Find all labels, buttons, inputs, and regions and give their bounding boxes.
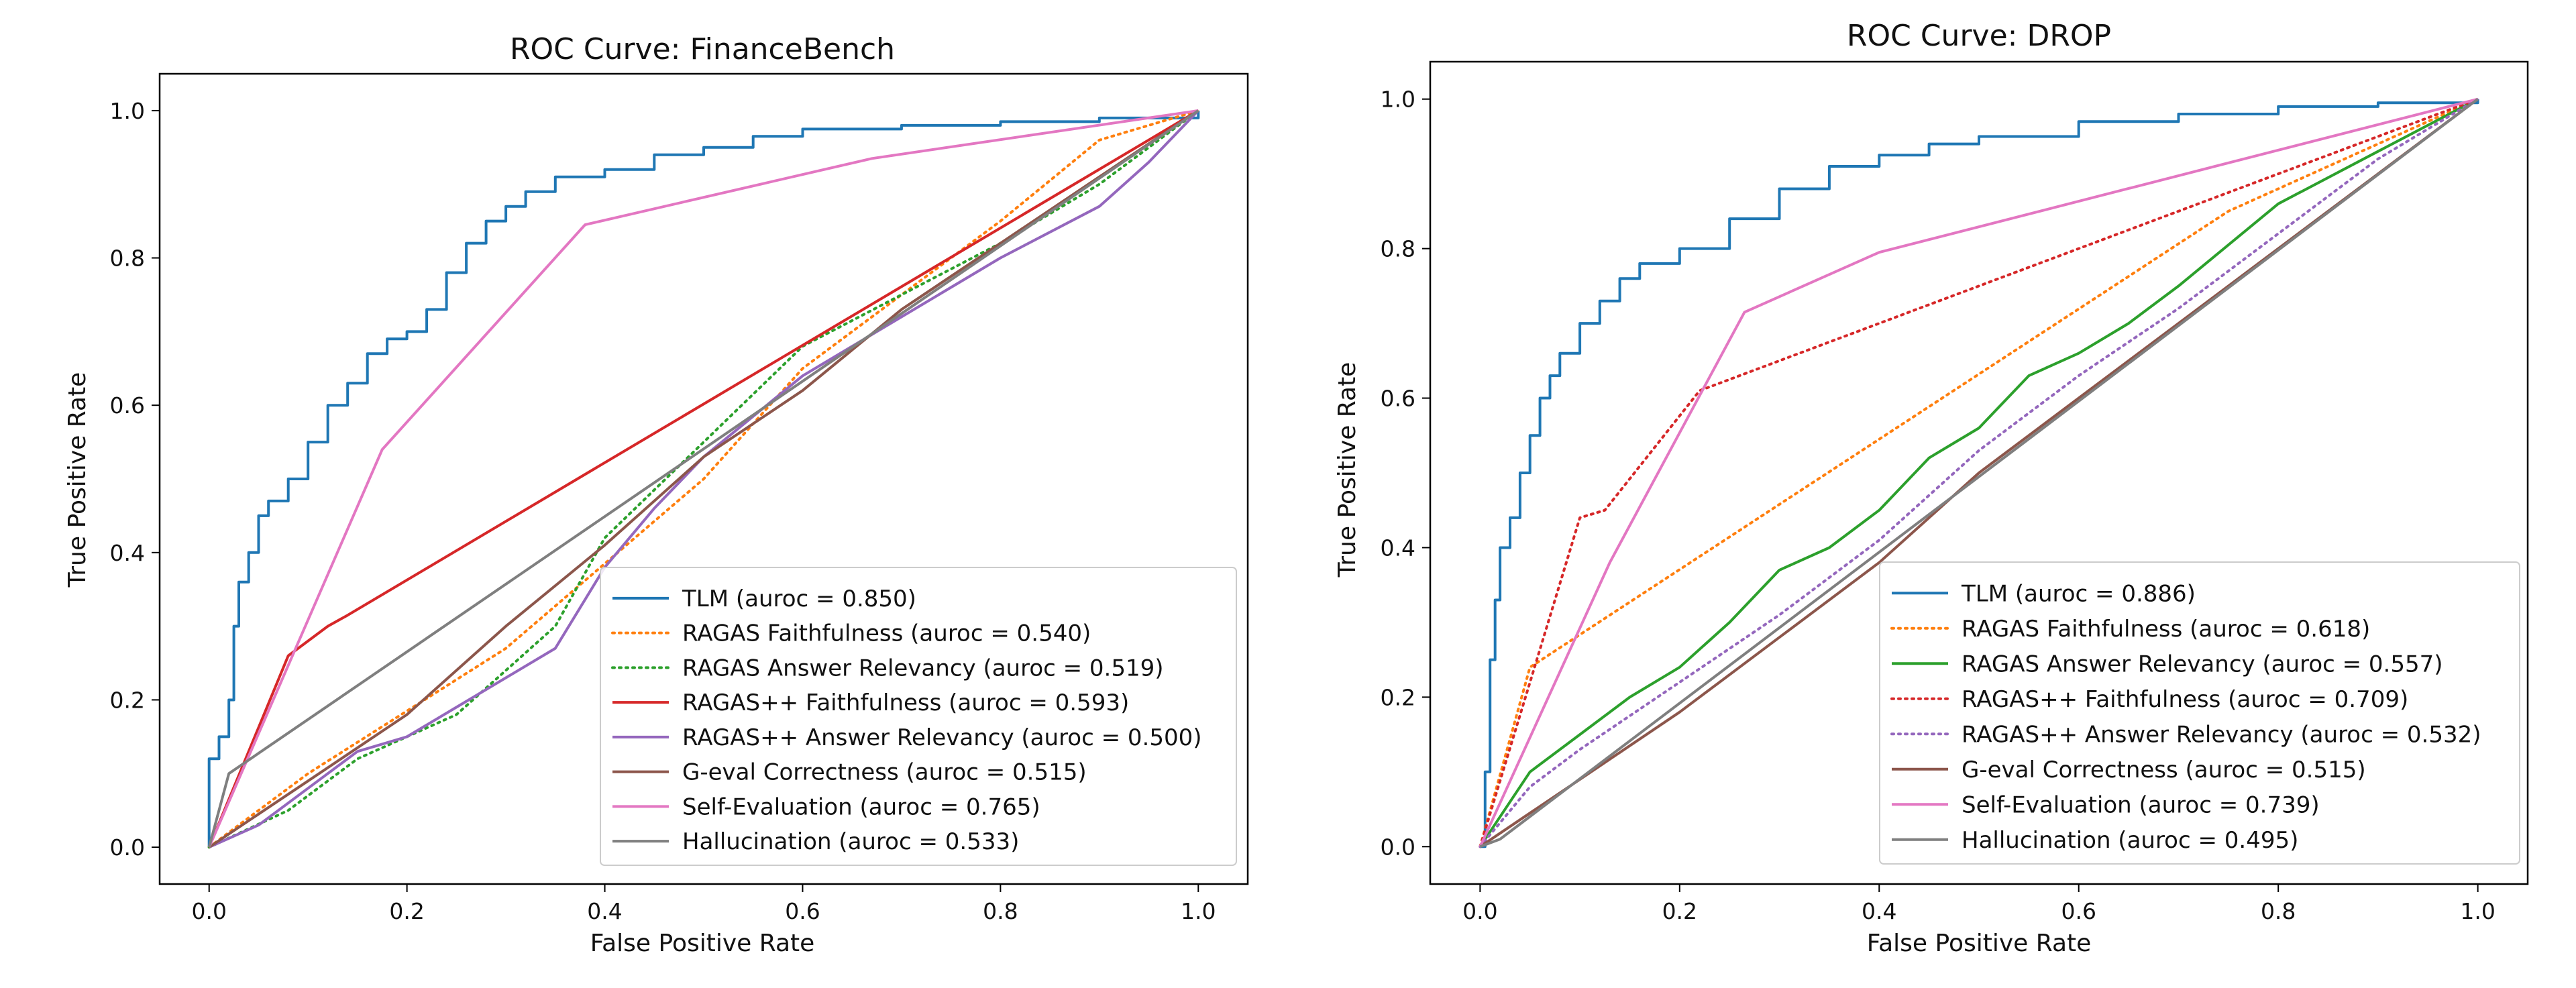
- y-tick-label: 0.8: [1381, 236, 1415, 262]
- x-axis-label: False Positive Rate: [1867, 930, 2092, 957]
- y-tick-label: 0.6: [1381, 386, 1415, 412]
- legend-label: RAGAS Answer Relevancy (auroc = 0.557): [1962, 651, 2443, 677]
- chart-title: ROC Curve: DROP: [1847, 19, 2111, 53]
- series-line: [208, 109, 1199, 848]
- x-tick-label: 0.4: [1862, 898, 1896, 924]
- y-tick-label: 0.2: [1381, 684, 1415, 710]
- y-tick-label: 0.4: [110, 540, 145, 566]
- y-axis-label: True Positive Rate: [1334, 362, 1361, 578]
- legend-box: [1879, 561, 2520, 865]
- legend-label: RAGAS Faithfulness (auroc = 0.540): [682, 620, 1091, 647]
- series-line: [1479, 97, 2479, 848]
- series-line: [207, 109, 1199, 848]
- x-tick-label: 1.0: [1181, 898, 1216, 924]
- y-tick-label: 0.4: [1381, 535, 1415, 561]
- x-axis-label: False Positive Rate: [590, 930, 815, 957]
- x-tick-label: 0.8: [2261, 898, 2296, 924]
- x-tick-label: 0.6: [2061, 898, 2096, 924]
- plot-frame: [1429, 60, 2529, 885]
- series-line: [207, 109, 1200, 849]
- y-tick-label: 0.8: [110, 245, 145, 272]
- y-tick-label: 0.2: [110, 687, 145, 713]
- x-tick-label: 0.4: [587, 898, 622, 924]
- x-tick-label: 0.8: [983, 898, 1018, 924]
- y-tick-label: 0.0: [1381, 834, 1415, 860]
- legend-label: RAGAS++ Faithfulness (auroc = 0.593): [682, 690, 1129, 716]
- y-tick-label: 0.0: [110, 834, 145, 861]
- legend-label: RAGAS++ Answer Relevancy (auroc = 0.532): [1962, 721, 2481, 748]
- y-tick-label: 1.0: [110, 98, 145, 124]
- chart-title: ROC Curve: FinanceBench: [510, 32, 895, 66]
- series-line: [207, 109, 1199, 848]
- y-tick-label: 0.6: [110, 392, 145, 419]
- legend-label: TLM (auroc = 0.886): [1961, 580, 2196, 607]
- y-tick-label: 1.0: [1381, 87, 1415, 113]
- legend-label: G-eval Correctness (auroc = 0.515): [1962, 757, 2366, 783]
- legend-label: Self-Evaluation (auroc = 0.739): [1962, 791, 2320, 818]
- x-tick-label: 0.6: [785, 898, 820, 924]
- series-line: [1479, 97, 2479, 848]
- series-line: [1479, 98, 2479, 848]
- legend-label: G-eval Correctness (auroc = 0.515): [682, 759, 1087, 786]
- legend: TLM (auroc = 0.886) RAGAS Faithfulness (a…: [1879, 561, 2520, 865]
- x-tick-label: 0.2: [1662, 898, 1697, 924]
- x-tick-label: 0.0: [1462, 898, 1497, 924]
- y-axis-label: True Positive Rate: [64, 372, 91, 588]
- series-line: [1479, 97, 2479, 848]
- x-tick-label: 0.2: [389, 898, 424, 924]
- legend-label: RAGAS++ Answer Relevancy (auroc = 0.500): [682, 724, 1202, 751]
- series-line: [1479, 97, 2479, 848]
- legend-label: Hallucination (auroc = 0.533): [682, 828, 1019, 855]
- legend-label: TLM (auroc = 0.850): [682, 586, 916, 612]
- legend-label: Self-Evaluation (auroc = 0.765): [682, 793, 1040, 820]
- series-line: [207, 109, 1199, 848]
- series-line: [207, 110, 1200, 848]
- legend: TLM (auroc = 0.850) RAGAS Faithfulness (a…: [600, 567, 1237, 866]
- series-line: [1480, 99, 2479, 848]
- roc-chart-drop: ROC Curve: DROP False Positive Rate True…: [1334, 19, 2529, 957]
- legend-label: RAGAS++ Faithfulness (auroc = 0.709): [1962, 686, 2408, 713]
- x-tick-label: 1.0: [2460, 898, 2495, 924]
- x-tick-label: 0.0: [191, 898, 226, 924]
- legend-label: Hallucination (auroc = 0.495): [1962, 827, 2298, 854]
- roc-chart-financebench: ROC Curve: FinanceBench False Positive R…: [64, 32, 1249, 957]
- series-line: [1479, 97, 2479, 848]
- legend-box: [600, 567, 1237, 866]
- plot-frame: [158, 72, 1249, 885]
- legend-label: RAGAS Faithfulness (auroc = 0.618): [1962, 616, 2370, 643]
- legend-label: RAGAS Answer Relevancy (auroc = 0.519): [682, 655, 1164, 681]
